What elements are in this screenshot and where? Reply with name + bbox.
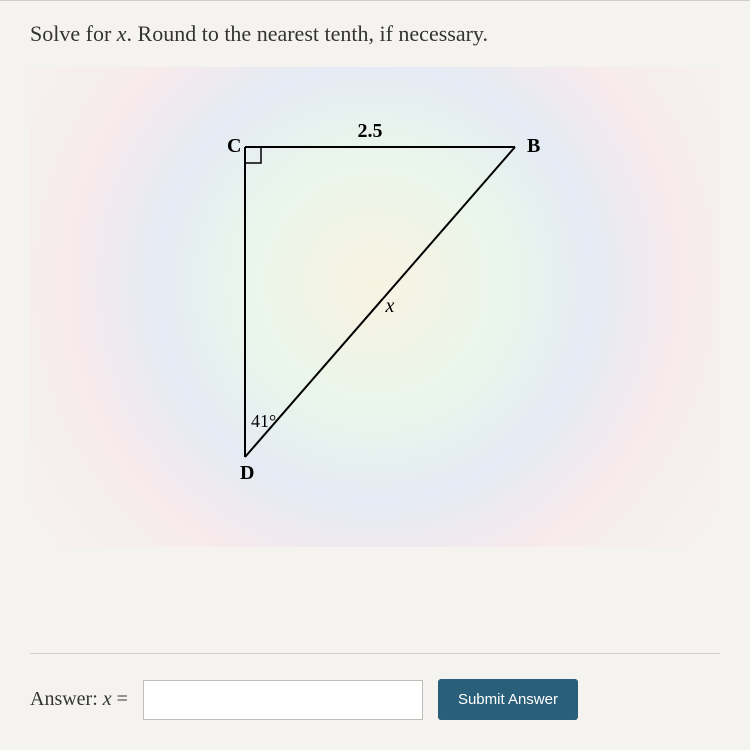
answer-variable: x xyxy=(103,688,112,710)
angle-D-label: 41° xyxy=(251,411,276,431)
side-BD xyxy=(245,147,515,457)
triangle-diagram: C B D 2.5 x 41° xyxy=(185,117,565,497)
answer-equals: = xyxy=(112,688,128,710)
right-angle-marker xyxy=(245,147,261,163)
submit-button[interactable]: Submit Answer xyxy=(438,679,578,720)
answer-label: Answer: x = xyxy=(30,688,128,711)
answer-prefix: Answer: xyxy=(30,688,103,710)
vertex-D-label: D xyxy=(240,462,254,484)
side-BD-label: x xyxy=(385,295,395,317)
question-suffix: . Round to the nearest tenth, if necessa… xyxy=(127,21,488,46)
question-variable: x xyxy=(117,21,127,46)
question-text: Solve for x. Round to the nearest tenth,… xyxy=(30,21,720,47)
diagram-area: C B D 2.5 x 41° xyxy=(30,67,720,547)
page-container: Solve for x. Round to the nearest tenth,… xyxy=(0,0,750,750)
vertex-B-label: B xyxy=(527,135,540,157)
question-prefix: Solve for xyxy=(30,21,117,46)
answer-input[interactable] xyxy=(143,680,423,720)
answer-section: Answer: x = Submit Answer xyxy=(30,653,720,720)
vertex-C-label: C xyxy=(227,135,241,157)
side-CB-label: 2.5 xyxy=(358,120,383,142)
